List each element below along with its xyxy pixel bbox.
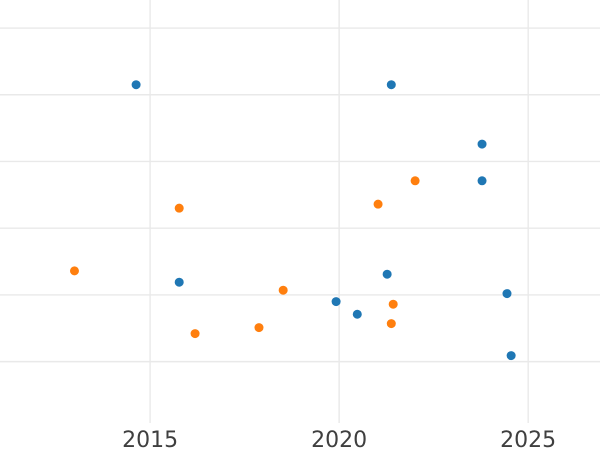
x-tick-label: 2020 <box>311 428 367 450</box>
orange-series-point <box>174 203 184 213</box>
blue-series-point <box>506 351 516 361</box>
orange-series-point <box>254 323 264 333</box>
blue-series-point <box>477 139 487 149</box>
blue-series-point <box>382 269 392 279</box>
gridlines-layer <box>0 0 600 423</box>
blue-series-point <box>502 289 512 299</box>
orange-series-point <box>278 285 288 295</box>
blue-series-point <box>352 309 362 319</box>
blue-series-point <box>477 176 487 186</box>
x-tick-label: 2025 <box>500 428 556 450</box>
blue-series-point <box>331 297 341 307</box>
orange-series-point <box>69 266 79 276</box>
orange-series-point <box>373 199 383 209</box>
x-tick-label: 2015 <box>122 428 178 450</box>
orange-series-point <box>388 299 398 309</box>
orange-series-point <box>410 176 420 186</box>
blue-series-point <box>386 80 396 90</box>
blue-series-point <box>174 277 184 287</box>
orange-series-point <box>386 319 396 329</box>
x-axis-tick-labels: 2015 2020 2025 <box>122 428 556 450</box>
data-points-layer <box>69 80 516 361</box>
orange-series-point <box>190 329 200 339</box>
blue-series-point <box>131 80 141 90</box>
